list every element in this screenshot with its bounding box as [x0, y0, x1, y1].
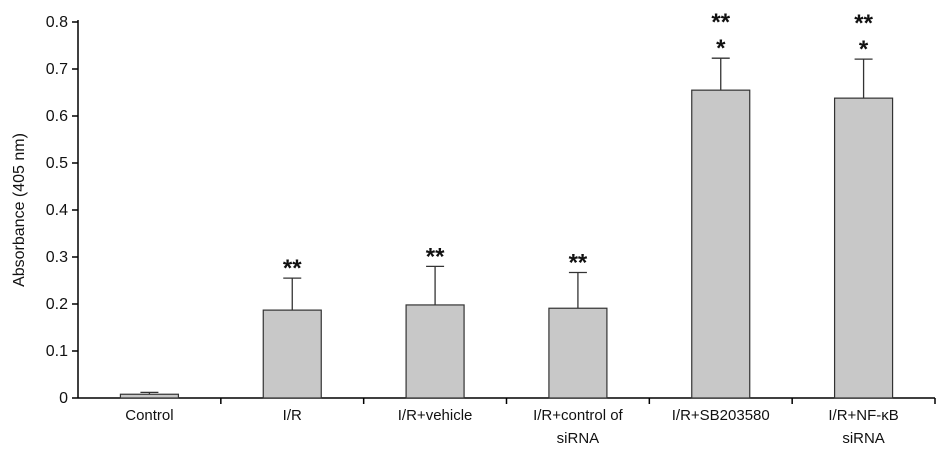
significance-label: **: [426, 243, 445, 270]
bar: [262, 309, 322, 399]
bars: ** ** ********: [119, 9, 894, 399]
y-tick-label: 0.7: [46, 61, 68, 78]
category-label: I/R+NF-κB: [828, 407, 898, 424]
category-label: I/R+SB203580: [672, 407, 770, 424]
significance-label: **: [569, 250, 588, 277]
y-tick-label: 0.2: [46, 296, 68, 313]
category-label: I/R+control of: [533, 407, 623, 424]
y-axis-title: Absorbance (405 nm): [11, 133, 28, 287]
y-tick-label: 0.3: [46, 249, 68, 266]
significance-label: **: [854, 10, 873, 37]
y-tick-label: 0.1: [46, 343, 68, 360]
bar: [548, 307, 608, 399]
significance-label: **: [711, 9, 730, 36]
category-label: siRNA: [842, 430, 885, 447]
category-label: I/R: [283, 407, 302, 424]
category-label: Control: [125, 407, 173, 424]
y-axis: 0 0.1 0.2 0.3 0.4 0.5 0.6 0.7 0.8: [46, 14, 79, 407]
bar: [119, 393, 180, 399]
y-tick-label: 0.4: [46, 202, 68, 219]
x-axis: Control I/R I/R+vehicle I/R+control of siRNA…: [78, 397, 936, 447]
bar: [833, 97, 894, 399]
bar: [405, 304, 465, 399]
significance-label: *: [859, 36, 869, 63]
category-label: I/R+vehicle: [398, 407, 473, 424]
bar: [691, 89, 751, 399]
significance-label: *: [716, 35, 726, 62]
y-tick-label: 0: [59, 390, 68, 407]
y-tick-label: 0.8: [46, 14, 68, 31]
y-tick-label: 0.6: [46, 108, 68, 125]
significance-label: **: [283, 255, 302, 282]
category-label: siRNA: [557, 430, 600, 447]
y-tick-label: 0.5: [46, 155, 68, 172]
